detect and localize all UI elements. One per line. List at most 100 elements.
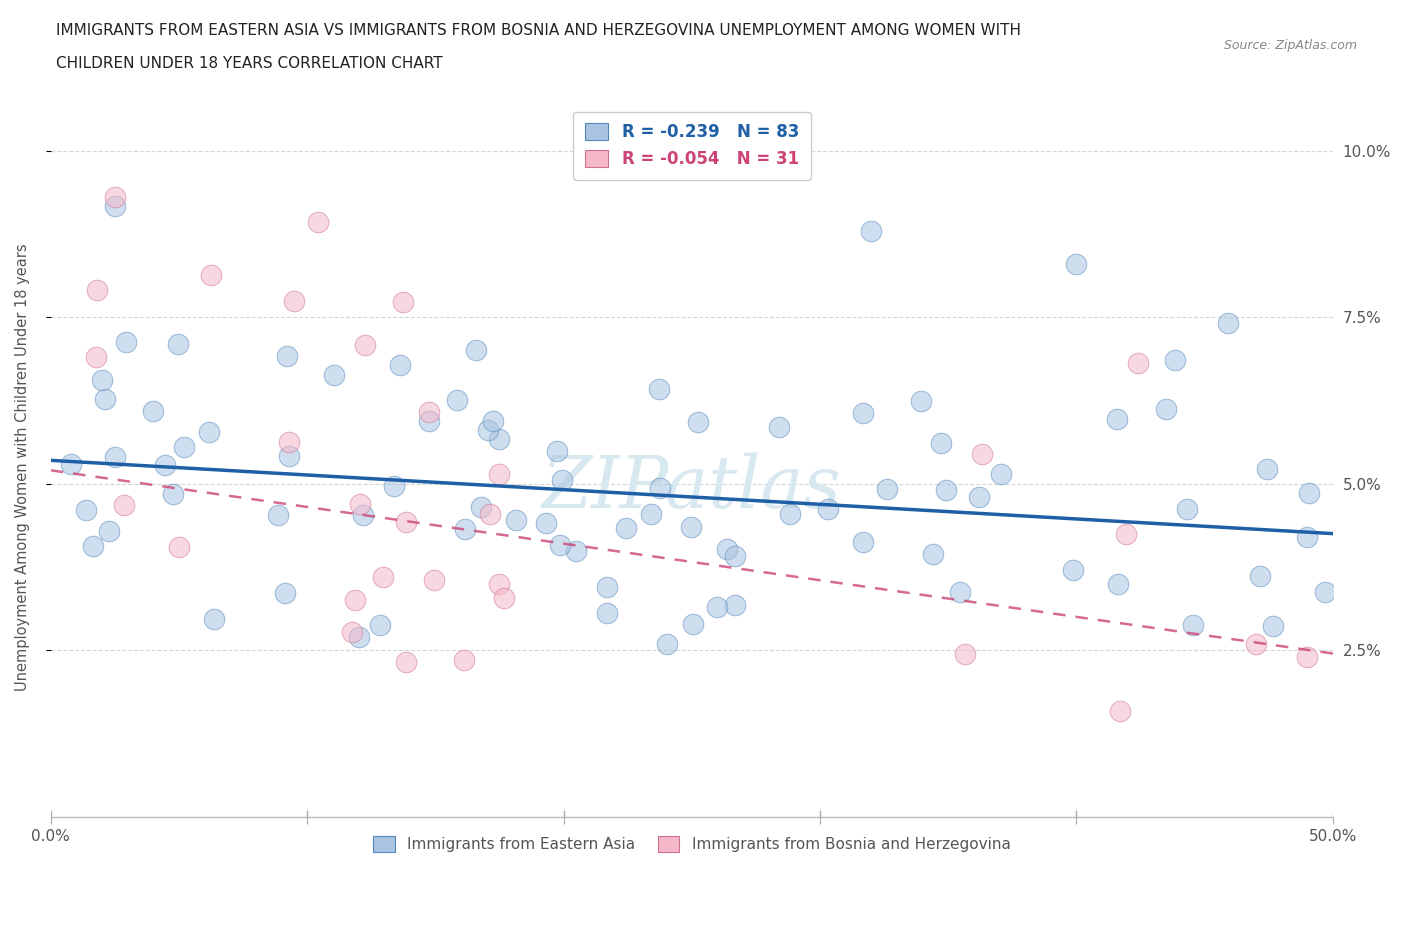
Point	[94, 392, 117, 406]
Point	[614, 520, 637, 535]
Point	[1182, 618, 1205, 632]
Point	[682, 616, 704, 631]
Point	[706, 600, 728, 615]
Point	[166, 336, 188, 351]
Point	[349, 497, 371, 512]
Point	[202, 612, 225, 627]
Y-axis label: Unemployment Among Women with Children Under 18 years: Unemployment Among Women with Children U…	[15, 243, 30, 691]
Point	[650, 480, 672, 495]
Point	[75, 502, 97, 517]
Point	[768, 420, 790, 435]
Text: ZIPatlas: ZIPatlas	[543, 453, 842, 524]
Text: Source: ZipAtlas.com: Source: ZipAtlas.com	[1223, 39, 1357, 52]
Point	[464, 342, 486, 357]
Point	[104, 190, 127, 205]
Point	[1175, 501, 1198, 516]
Point	[389, 358, 412, 373]
Point	[969, 489, 991, 504]
Point	[162, 486, 184, 501]
Point	[104, 199, 127, 214]
Legend: Immigrants from Eastern Asia, Immigrants from Bosnia and Herzegovina: Immigrants from Eastern Asia, Immigrants…	[367, 830, 1017, 858]
Point	[534, 515, 557, 530]
Point	[648, 381, 671, 396]
Text: IMMIGRANTS FROM EASTERN ASIA VS IMMIGRANTS FROM BOSNIA AND HERZEGOVINA UNEMPLOYM: IMMIGRANTS FROM EASTERN ASIA VS IMMIGRAN…	[56, 23, 1021, 38]
Point	[142, 404, 165, 418]
Point	[494, 591, 516, 605]
Point	[422, 572, 444, 587]
Point	[276, 349, 298, 364]
Point	[546, 444, 568, 458]
Point	[283, 294, 305, 309]
Point	[395, 514, 418, 529]
Point	[551, 472, 574, 487]
Point	[686, 415, 709, 430]
Point	[1107, 577, 1129, 591]
Point	[1249, 568, 1271, 583]
Point	[990, 467, 1012, 482]
Point	[505, 512, 527, 527]
Point	[278, 434, 301, 449]
Point	[267, 508, 290, 523]
Point	[1128, 355, 1150, 370]
Point	[274, 586, 297, 601]
Point	[104, 450, 127, 465]
Point	[453, 653, 475, 668]
Point	[488, 432, 510, 446]
Point	[1296, 529, 1319, 544]
Point	[347, 630, 370, 644]
Point	[197, 424, 219, 439]
Point	[548, 538, 571, 552]
Point	[724, 549, 747, 564]
Point	[277, 448, 299, 463]
Point	[368, 618, 391, 632]
Point	[1109, 703, 1132, 718]
Point	[1244, 636, 1267, 651]
Point	[153, 458, 176, 472]
Point	[392, 294, 415, 309]
Point	[60, 457, 83, 472]
Point	[953, 646, 976, 661]
Point	[1066, 257, 1088, 272]
Point	[488, 467, 510, 482]
Point	[488, 577, 510, 591]
Point	[477, 423, 499, 438]
Point	[470, 499, 492, 514]
Point	[173, 439, 195, 454]
Point	[418, 414, 440, 429]
Point	[167, 539, 190, 554]
Point	[1062, 563, 1084, 578]
Point	[724, 598, 747, 613]
Point	[1164, 352, 1187, 367]
Point	[115, 334, 138, 349]
Point	[112, 498, 135, 512]
Point	[929, 435, 952, 450]
Point	[655, 636, 678, 651]
Point	[935, 483, 957, 498]
Point	[640, 507, 662, 522]
Point	[418, 405, 440, 419]
Point	[972, 446, 994, 461]
Point	[307, 215, 329, 230]
Point	[395, 655, 418, 670]
Point	[564, 543, 586, 558]
Point	[1298, 485, 1320, 500]
Point	[817, 501, 839, 516]
Point	[1216, 315, 1239, 330]
Point	[482, 413, 505, 428]
Point	[852, 405, 875, 420]
Point	[323, 367, 346, 382]
Point	[716, 541, 738, 556]
Point	[1296, 649, 1319, 664]
Point	[949, 585, 972, 600]
Point	[1156, 402, 1178, 417]
Point	[596, 579, 619, 594]
Point	[922, 547, 945, 562]
Point	[86, 283, 108, 298]
Point	[1256, 461, 1278, 476]
Point	[1263, 618, 1285, 633]
Point	[1115, 526, 1137, 541]
Point	[82, 538, 104, 553]
Point	[910, 393, 932, 408]
Point	[454, 522, 477, 537]
Point	[384, 479, 406, 494]
